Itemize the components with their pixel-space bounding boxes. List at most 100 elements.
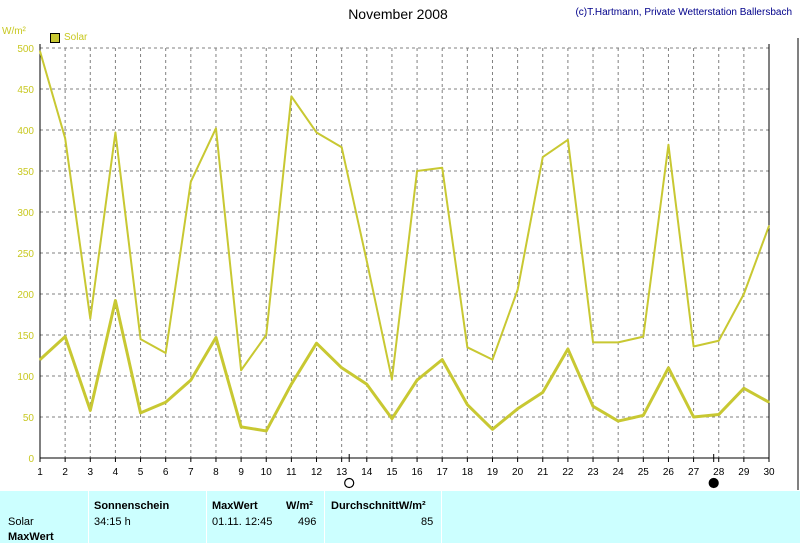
series-line-max xyxy=(39,51,770,381)
data-point-max xyxy=(567,139,569,141)
series-line-average xyxy=(38,299,770,433)
chart-axes xyxy=(39,44,770,459)
x-tick-label: 8 xyxy=(213,467,219,478)
data-point-average xyxy=(617,420,619,422)
data-point-max xyxy=(416,170,418,172)
x-tick-label: 21 xyxy=(537,467,549,478)
data-point-average xyxy=(64,335,66,338)
data-point-max xyxy=(667,143,670,146)
data-point-max xyxy=(768,225,770,227)
data-point-max xyxy=(64,137,66,139)
chart-grid xyxy=(40,47,769,458)
data-point-average xyxy=(768,401,770,404)
data-point-average xyxy=(717,413,720,416)
data-point-average xyxy=(541,391,544,394)
x-tick-label: 16 xyxy=(412,467,424,478)
value-durchschnitt: 85 xyxy=(421,516,434,528)
data-point-max xyxy=(39,50,41,53)
data-point-max xyxy=(240,369,242,372)
data-point-average xyxy=(290,383,293,386)
data-point-average xyxy=(391,417,393,420)
data-point-average xyxy=(743,387,745,390)
x-tick-label: 2 xyxy=(62,467,68,478)
x-tick-label: 22 xyxy=(562,467,574,478)
value-maxwert: 496 xyxy=(298,516,317,528)
col-header-maxwert: MaxWert xyxy=(212,500,258,512)
data-point-max xyxy=(717,339,720,342)
data-point-max xyxy=(491,358,494,361)
x-tick-label: 13 xyxy=(336,467,348,478)
data-point-average xyxy=(516,408,519,410)
y-tick-label: 0 xyxy=(28,454,34,465)
x-tick-label: 9 xyxy=(238,467,244,478)
data-point-max xyxy=(315,131,318,134)
x-tick-label: 19 xyxy=(487,467,499,478)
y-tick-label: 100 xyxy=(17,372,34,383)
data-point-max xyxy=(89,317,92,320)
x-tick-label: 29 xyxy=(738,467,750,478)
y-axis-unit-label: W/m² xyxy=(2,26,26,37)
x-tick-label: 4 xyxy=(113,467,119,478)
data-point-average xyxy=(567,348,569,350)
x-tick-label: 17 xyxy=(437,467,449,478)
data-point-average xyxy=(692,416,695,418)
x-tick-label: 14 xyxy=(361,467,373,478)
legend-label: Solar xyxy=(64,32,88,43)
col-header-maxwert-unit: W/m² xyxy=(286,500,313,512)
x-tick-label: 5 xyxy=(138,467,144,478)
x-tick-label: 27 xyxy=(688,467,700,478)
data-point-average xyxy=(215,336,217,339)
y-tick-label: 300 xyxy=(17,208,34,219)
row-label-maxwert: MaxWert xyxy=(8,531,54,543)
data-point-average xyxy=(139,412,142,414)
data-point-max xyxy=(466,346,469,349)
y-tick-label: 250 xyxy=(17,249,34,260)
data-point-average xyxy=(240,426,242,428)
x-tick-label: 12 xyxy=(311,467,323,478)
legend: Solar xyxy=(50,32,87,43)
y-tick-label: 150 xyxy=(17,331,34,342)
data-point-max xyxy=(139,338,142,340)
col-header-sonnenschein: Sonnenschein xyxy=(94,500,170,512)
x-tick-label: 10 xyxy=(261,467,273,478)
table-divider xyxy=(88,491,89,543)
x-tick-label: 20 xyxy=(512,467,524,478)
data-point-max xyxy=(642,335,645,338)
y-tick-label: 450 xyxy=(17,85,34,96)
copyright-text: (c)T.Hartmann, Private Wetterstation Bal… xyxy=(575,7,792,18)
data-point-max xyxy=(265,334,268,336)
data-point-max xyxy=(743,293,745,295)
new-moon-icon xyxy=(708,477,719,489)
table-divider xyxy=(441,491,442,543)
x-tick-label: 23 xyxy=(587,467,599,478)
data-point-average xyxy=(89,409,92,412)
data-point-average xyxy=(592,405,594,408)
x-tick-label: 30 xyxy=(763,467,775,478)
table-divider xyxy=(206,491,207,543)
data-point-max xyxy=(365,260,368,263)
data-point-max xyxy=(441,166,444,169)
x-tick-label: 6 xyxy=(163,467,169,478)
data-point-average xyxy=(340,367,343,369)
data-point-max xyxy=(114,131,117,134)
x-tick-label: 7 xyxy=(188,467,194,478)
data-point-average xyxy=(39,358,41,361)
data-point-average xyxy=(667,367,670,369)
col-header-durchschnitt: DurchschnittW/m² xyxy=(331,500,426,512)
y-tick-label: 500 xyxy=(17,44,34,55)
y-tick-label: 200 xyxy=(17,290,34,301)
x-tick-label: 15 xyxy=(386,467,398,478)
data-point-max xyxy=(190,180,192,183)
y-tick-label: 50 xyxy=(23,413,35,424)
value-maxwert-date: 01.11. 12:45 xyxy=(212,516,273,528)
moon-phase-markers xyxy=(344,454,719,489)
summary-table: Solar MaxWert Sonnenschein 34:15 h MaxWe… xyxy=(0,491,800,543)
data-point-average xyxy=(491,428,494,431)
data-point-average xyxy=(315,342,318,345)
data-point-max xyxy=(391,378,393,381)
data-point-max xyxy=(290,95,293,98)
data-point-max xyxy=(617,341,619,344)
x-tick-label: 24 xyxy=(613,467,625,478)
